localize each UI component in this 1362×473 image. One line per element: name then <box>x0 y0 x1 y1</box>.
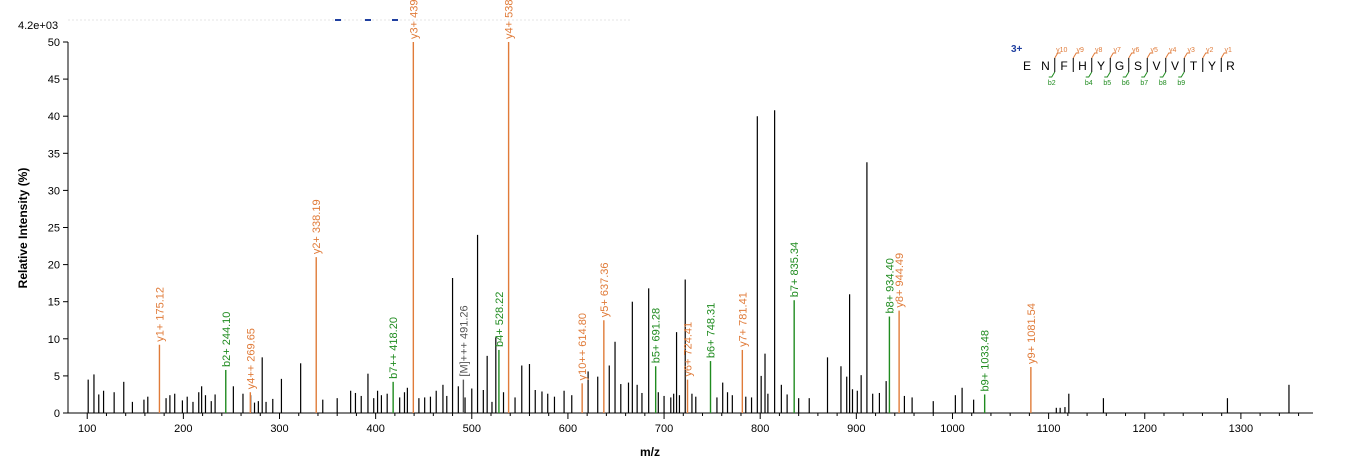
x-tick-label: 800 <box>751 423 769 435</box>
b-cleavage-mark <box>1085 71 1093 78</box>
x-tick-label: 100 <box>78 423 96 435</box>
y-cleavage-mark <box>1202 52 1209 59</box>
y-tick-label: 30 <box>48 185 60 197</box>
peak-bars <box>87 42 1290 413</box>
y-tick-label: 40 <box>48 111 60 123</box>
peak-label: y6+ 724.41 <box>683 322 695 377</box>
sequence-residue: Y <box>1097 59 1105 73</box>
peak-label: y4+ 538.3 <box>504 0 516 39</box>
max-intensity-label: 4.2e+03 <box>18 20 58 32</box>
y-cleavage-mark <box>1183 52 1191 59</box>
b-cleavage-mark <box>1141 71 1148 78</box>
x-tick-label: 900 <box>847 423 865 435</box>
peak-label: b8+ 934.40 <box>884 258 896 313</box>
x-tick-label: 1300 <box>1229 423 1253 435</box>
y-ion-sublabel: y2 <box>1206 47 1214 54</box>
y-tick-label: 10 <box>48 334 60 346</box>
x-tick-label: 1000 <box>940 423 964 435</box>
y-ion-sublabel: y5 <box>1151 47 1159 54</box>
x-tick-label: 700 <box>655 423 673 435</box>
y-ion-sublabel: y3 <box>1188 47 1196 54</box>
b-ion-sublabel: b8 <box>1159 80 1167 87</box>
y-ion-sublabel: y8 <box>1095 47 1103 54</box>
b-ion-sublabel: b9 <box>1177 80 1185 87</box>
y-tick-label: 35 <box>48 148 60 160</box>
y-cleavage-mark <box>1109 52 1117 59</box>
y-ion-sublabel: y6 <box>1132 47 1140 54</box>
charge-state-label: 3+ <box>1011 44 1023 55</box>
peak-label: y10++ 614.80 <box>577 313 589 380</box>
y-tick-label: 45 <box>48 74 60 86</box>
peak-label: y3+ 439.2 <box>408 0 420 39</box>
sequence-residue: E <box>1023 59 1031 73</box>
sequence-residue: S <box>1134 59 1142 73</box>
b-ion-sublabel: b7 <box>1140 80 1148 87</box>
sequence-residue: F <box>1060 59 1067 73</box>
peak-labels: y1+ 175.12 b2+ 244.10 y4++ 269.65 y2+ 338.1… <box>154 0 1037 391</box>
y-tick-label: 50 <box>48 37 60 49</box>
sequence-residue: V <box>1152 59 1160 73</box>
peak-label: y7+ 781.41 <box>737 292 749 347</box>
x-tick-label: 500 <box>463 423 481 435</box>
y-cleavage-mark <box>1146 52 1154 59</box>
peak-label: b4+ 528.22 <box>494 292 506 347</box>
y-ion-sublabel: y7 <box>1114 47 1122 54</box>
b-ion-sublabel: b6 <box>1122 80 1130 87</box>
y-cleavage-mark <box>1165 52 1172 59</box>
peak-label: b5+ 691.28 <box>651 308 663 363</box>
sequence-residue: H <box>1078 59 1087 73</box>
y-tick-label: 15 <box>48 297 60 309</box>
y-tick-label: 25 <box>48 223 60 235</box>
x-axis-title: m/z <box>640 445 660 459</box>
chart-axes: 0 5 10 15 20 25 30 35 40 45 50 100 200 300 400 500 600 70… <box>48 19 1313 435</box>
peak-label: b2+ 244.10 <box>221 312 233 367</box>
b-ion-sublabel: b2 <box>1048 80 1056 87</box>
y-cleavage-mark <box>1091 52 1098 59</box>
peak-label: y5+ 637.36 <box>599 263 611 318</box>
peak-label: b7+ 835.34 <box>789 242 801 297</box>
peak-label: y4++ 269.65 <box>245 328 257 389</box>
y-ion-sublabel: y1 <box>1225 47 1233 54</box>
peak-label: y8+ 944.49 <box>894 253 906 308</box>
x-tick-label: 1100 <box>1037 423 1061 435</box>
x-tick-label: 300 <box>270 423 288 435</box>
y-cleavage-mark <box>1220 52 1228 59</box>
b-cleavage-mark <box>1178 71 1185 78</box>
y-cleavage-mark <box>1054 52 1061 59</box>
peak-label: b6+ 748.31 <box>706 303 718 358</box>
y-tick-label: 20 <box>48 260 60 272</box>
x-tick-label: 200 <box>174 423 192 435</box>
y-ion-sublabel: y10 <box>1056 47 1067 54</box>
y-ion-sublabel: y4 <box>1169 47 1177 54</box>
y-cleavage-mark <box>1128 52 1135 59</box>
peak-label: y1+ 175.12 <box>154 287 166 342</box>
sequence-residue: T <box>1190 59 1198 73</box>
x-tick-label: 600 <box>559 423 577 435</box>
peak-label: y9+ 1081.54 <box>1026 303 1038 364</box>
sequence-residue: G <box>1115 59 1124 73</box>
b-cleavage-mark <box>1104 71 1111 78</box>
y-cleavage-mark <box>1072 52 1080 59</box>
b-cleavage-mark <box>1159 71 1167 78</box>
x-tick-label: 400 <box>366 423 384 435</box>
peak-label: y2+ 338.19 <box>311 199 323 254</box>
y-ion-sublabel: y9 <box>1077 47 1085 54</box>
b-cleavage-mark <box>1122 71 1130 78</box>
peak-label: [M]+++ 491.26 <box>458 305 470 376</box>
b-ion-sublabel: b4 <box>1085 80 1093 87</box>
sequence-residue: N <box>1041 59 1050 73</box>
x-tick-label: 1200 <box>1133 423 1157 435</box>
y-tick-label: 0 <box>54 408 60 420</box>
sequence-residue: Y <box>1208 59 1216 73</box>
sequence-residue: R <box>1226 59 1235 73</box>
b-cleavage-mark <box>1048 71 1056 78</box>
b-ion-sublabel: b5 <box>1103 80 1111 87</box>
peak-label: b9+ 1033.48 <box>980 330 992 391</box>
sequence-residue: V <box>1171 59 1179 73</box>
y-tick-label: 5 <box>54 371 60 383</box>
y-axis-title: Relative Intensity (%) <box>16 168 30 289</box>
peak-label: b7++ 418.20 <box>388 317 400 379</box>
